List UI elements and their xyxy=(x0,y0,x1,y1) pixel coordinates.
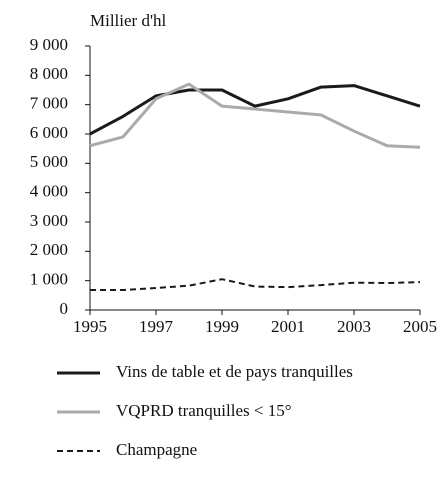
series-line xyxy=(89,84,421,136)
y-tick-label: 8 000 xyxy=(30,64,68,83)
y-tick-label: 1 000 xyxy=(30,270,68,289)
x-tick-label: 1995 xyxy=(73,317,107,336)
y-tick-label: 6 000 xyxy=(30,123,68,142)
y-tick-label: 7 000 xyxy=(30,94,68,113)
legend-label: VQPRD tranquilles < 15° xyxy=(116,401,292,420)
legend-label: Champagne xyxy=(116,440,197,459)
x-tick-label: 2003 xyxy=(337,317,371,336)
y-tick-label: 2 000 xyxy=(30,240,68,259)
x-tick-label: 2001 xyxy=(271,317,305,336)
y-tick-label: 0 xyxy=(60,299,69,318)
x-tick-label: 1999 xyxy=(205,317,239,336)
y-tick-label: 3 000 xyxy=(30,211,68,230)
x-tick-label: 2005 xyxy=(403,317,437,336)
x-tick-label: 1997 xyxy=(139,317,174,336)
series-line xyxy=(90,278,421,292)
y-tick-label: 9 000 xyxy=(30,35,68,54)
y-axis-title: Millier d'hl xyxy=(90,11,167,30)
series-line xyxy=(89,82,421,149)
y-tick-label: 4 000 xyxy=(30,182,68,201)
y-tick-label: 5 000 xyxy=(30,152,68,171)
legend-label: Vins de table et de pays tranquilles xyxy=(116,362,353,381)
